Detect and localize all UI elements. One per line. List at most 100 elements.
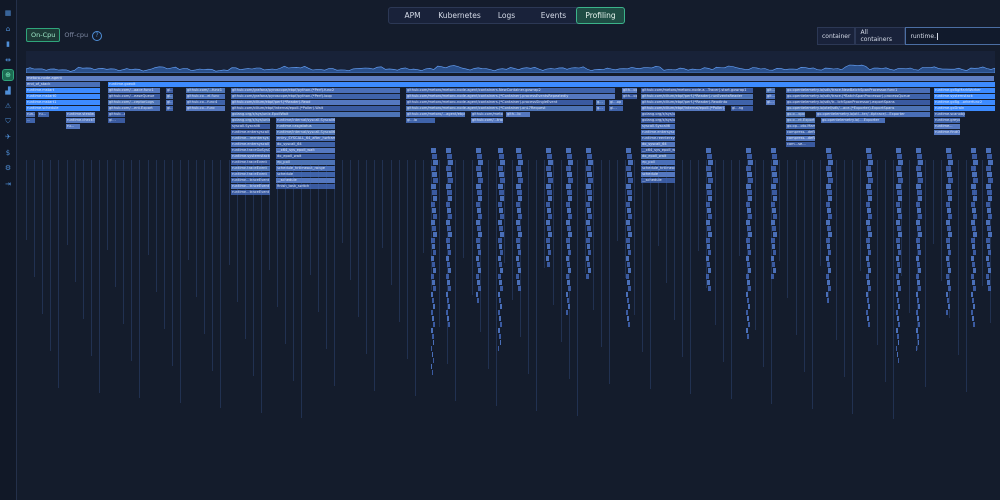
flame-frame[interactable] (917, 298, 919, 303)
flame-frame[interactable] (547, 262, 550, 267)
flame-frame[interactable] (707, 244, 710, 249)
flame-frame[interactable]: git... (766, 94, 776, 99)
flame-frame[interactable] (478, 214, 482, 219)
flame-frame[interactable] (946, 310, 948, 315)
flame-frame[interactable]: runtime.gcDrain (934, 106, 996, 111)
flame-frame[interactable] (568, 250, 571, 255)
flame-frame[interactable] (948, 304, 950, 309)
flame-frame[interactable] (518, 250, 521, 255)
flame-frame[interactable] (518, 196, 522, 201)
flame-frame[interactable] (499, 208, 503, 213)
flame-frame[interactable] (773, 232, 777, 237)
flame-frame[interactable] (478, 178, 483, 183)
flame-frame[interactable] (566, 256, 569, 261)
flame-frame[interactable] (431, 328, 433, 333)
flame-frame[interactable]: g... (596, 106, 606, 111)
flame-frame[interactable] (433, 196, 437, 201)
flame-frame[interactable]: schedule (276, 172, 336, 177)
flame-frame[interactable] (898, 250, 901, 255)
flame-frame[interactable] (628, 214, 632, 219)
flame-frame[interactable] (433, 322, 435, 327)
flame-frame[interactable] (772, 208, 776, 213)
flame-frame[interactable] (546, 202, 550, 207)
flame-frame[interactable] (918, 322, 920, 327)
flame-frame[interactable] (972, 280, 975, 285)
flame-frame[interactable] (568, 178, 573, 183)
flame-frame[interactable] (546, 220, 550, 225)
flame-frame[interactable]: runtime.traceEvent (231, 160, 271, 165)
flame-frame[interactable] (431, 274, 434, 279)
flame-frame[interactable] (499, 190, 504, 195)
flame-frame[interactable] (708, 286, 711, 291)
flame-frame[interactable] (897, 352, 898, 357)
flame-frame[interactable]: github.com/cilium/ebpf/internal/epoll.(*… (231, 106, 401, 111)
flame-frame[interactable] (566, 166, 571, 171)
flame-frame[interactable] (772, 244, 775, 249)
flame-frame[interactable] (627, 262, 630, 267)
flame-frame[interactable]: runtime.gcBgMarkWorker (934, 88, 996, 93)
flame-frame[interactable] (898, 268, 901, 273)
flame-frame[interactable] (973, 322, 975, 327)
flame-frame[interactable] (518, 268, 521, 273)
flame-frame[interactable] (478, 286, 481, 291)
flame-frame[interactable] (946, 220, 950, 225)
flame-frame[interactable]: gi... (166, 88, 174, 93)
flame-frame[interactable]: github.com/grafana/pyroscope/ebpf/python… (231, 94, 401, 99)
flame-frame[interactable]: runtime.reentersyscall (641, 136, 676, 141)
container-select[interactable]: All containers (855, 27, 906, 45)
flame-frame[interactable] (868, 178, 873, 183)
gear-icon[interactable]: ⚙ (4, 164, 12, 172)
flame-frame[interactable] (916, 328, 918, 333)
flame-frame[interactable] (867, 262, 870, 267)
flame-frame[interactable]: gi...ng (731, 106, 754, 111)
flame-frame[interactable] (627, 190, 632, 195)
flame-frame[interactable] (499, 316, 501, 321)
flame-frame[interactable] (566, 148, 571, 153)
flame-frame[interactable] (917, 226, 921, 231)
flame-frame[interactable] (548, 250, 551, 255)
flame-frame[interactable] (748, 196, 752, 201)
flame-frame[interactable] (866, 220, 870, 225)
help-icon[interactable]: ? (92, 31, 102, 41)
flame-frame[interactable] (628, 232, 632, 237)
flame-frame[interactable] (827, 244, 830, 249)
flame-frame[interactable] (971, 202, 975, 207)
flame-frame[interactable] (626, 238, 630, 243)
flame-frame[interactable] (971, 310, 973, 315)
flame-frame[interactable] (448, 304, 450, 309)
flame-frame[interactable] (986, 202, 990, 207)
flame-frame[interactable] (431, 346, 432, 351)
flame-frame[interactable]: compress...deflate (786, 136, 816, 141)
flame-frame[interactable]: runtime.checkTimers (66, 118, 96, 123)
flame-frame[interactable] (547, 172, 552, 177)
flame-frame[interactable]: __x64_sys_epoll_wait (641, 148, 676, 153)
flame-frame[interactable] (971, 256, 974, 261)
flame-frame[interactable] (706, 184, 711, 189)
flame-frame[interactable] (772, 154, 777, 159)
flame-frame[interactable] (447, 244, 450, 249)
flame-frame[interactable] (946, 184, 951, 189)
flame-frame[interactable] (433, 286, 436, 291)
flame-frame[interactable]: __schedule (641, 178, 676, 183)
flame-frame[interactable] (626, 292, 628, 297)
flame-frame[interactable] (477, 280, 480, 285)
flame-frame[interactable]: github.com/metoro/... (471, 112, 504, 117)
flame-frame[interactable] (973, 196, 977, 201)
flame-frame[interactable] (987, 190, 992, 195)
flame-frame[interactable] (896, 328, 898, 333)
flame-frame[interactable] (826, 238, 830, 243)
flame-frame[interactable]: github.com/...trace (471, 118, 504, 123)
flame-frame[interactable] (868, 268, 871, 273)
flame-frame[interactable] (446, 148, 451, 153)
flame-frame[interactable] (447, 280, 450, 285)
tab-kubernetes[interactable]: Kubernetes (438, 11, 481, 20)
flame-frame[interactable]: runtime.entersyscall (231, 130, 271, 135)
flame-frame[interactable]: gi... (166, 106, 174, 111)
flame-frame[interactable]: runtime.entersyscall (641, 130, 676, 135)
flame-frame[interactable] (707, 226, 711, 231)
flame-frame[interactable] (567, 262, 570, 267)
flame-frame[interactable] (828, 160, 833, 165)
flame-frame[interactable] (566, 220, 570, 225)
flame-frame[interactable] (972, 244, 975, 249)
flame-frame[interactable] (500, 250, 503, 255)
